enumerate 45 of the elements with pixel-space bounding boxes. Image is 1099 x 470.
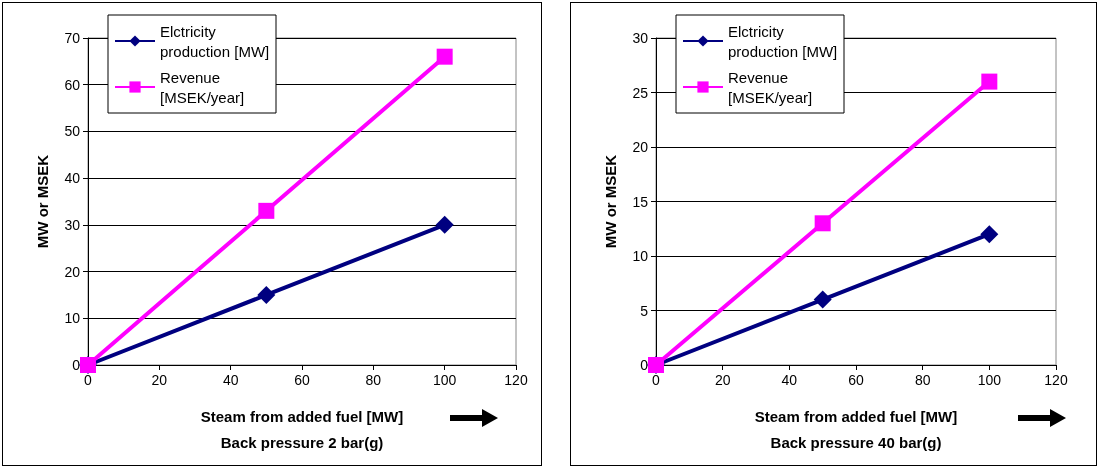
point: [436, 48, 453, 65]
y-tick-label: 25: [632, 84, 649, 101]
point: [257, 285, 276, 304]
x-tick-label: 120: [504, 372, 528, 388]
x-tick-label: 40: [781, 372, 798, 388]
y-tick-label: 20: [632, 139, 649, 155]
legend-label: Revenue [MSEK/year]: [160, 68, 245, 106]
x-tick-label: 100: [432, 372, 457, 388]
point: [435, 215, 454, 234]
y-tick-label: 50: [64, 123, 81, 140]
y-tick-label: 15: [632, 193, 649, 210]
x-tick-label: 20: [151, 372, 168, 388]
y-tick-label: 0: [72, 357, 81, 373]
y-tick-label: 20: [64, 263, 81, 280]
x-tick-label: 0: [84, 372, 93, 388]
y-axis-title: MW or MSEK: [34, 154, 51, 249]
y-tick-label: 30: [632, 30, 649, 46]
x-tick-label: 60: [848, 372, 864, 388]
x-axis-title: Steam from added fuel [MW] Back pressure 40 bar(g): [754, 407, 958, 451]
legend-label: Elctricity production [MW]: [728, 22, 838, 60]
x-tick-label: 80: [365, 372, 382, 388]
y-tick-label: 0: [640, 357, 649, 373]
x-tick-label: 40: [222, 372, 239, 388]
y-tick-label: 40: [64, 170, 81, 187]
point: [258, 202, 275, 219]
x-tick-label: 0: [652, 372, 661, 388]
point: [814, 215, 831, 232]
x-tick-label: 60: [294, 372, 310, 388]
point: [813, 290, 832, 309]
x-axis-title: Steam from added fuel [MW] Back pressure 2 bar(g): [200, 407, 404, 451]
y-tick-label: 10: [632, 248, 649, 264]
x-tick-label: 20: [714, 372, 731, 388]
x-tick-label: 120: [1044, 372, 1068, 388]
point: [980, 225, 999, 244]
y-tick-label: 60: [64, 76, 81, 93]
y-tick-label: 10: [64, 310, 81, 327]
y-tick-label: 30: [64, 216, 81, 233]
x-tick-label: 100: [977, 372, 1002, 388]
y-tick-label: 5: [640, 302, 649, 319]
x-tick-label: 80: [914, 372, 931, 388]
y-tick-label: 70: [64, 30, 81, 46]
point: [981, 73, 998, 90]
y-axis-title: MW or MSEK: [602, 154, 619, 249]
legend-label: Revenue [MSEK/year]: [728, 68, 813, 106]
legend-label: Elctricity production [MW]: [160, 22, 270, 60]
